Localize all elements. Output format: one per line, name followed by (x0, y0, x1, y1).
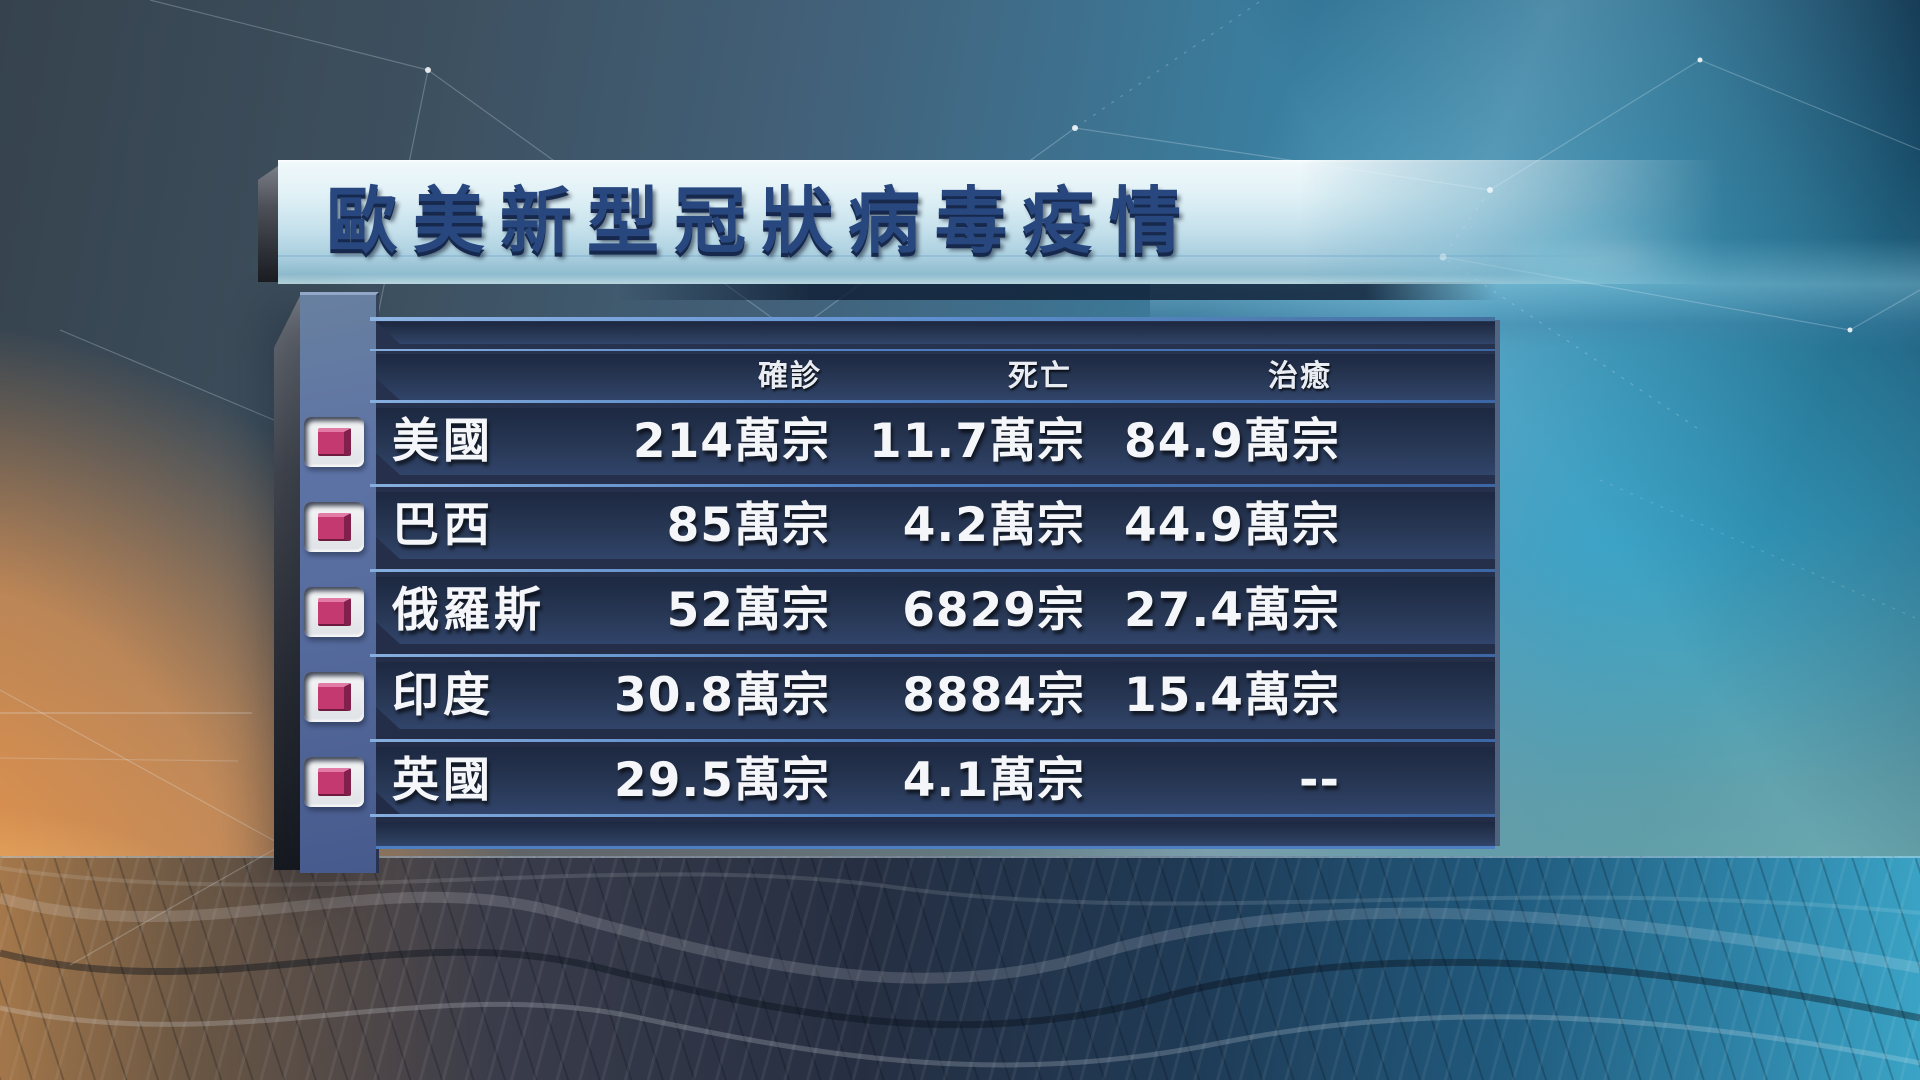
page-title: 歐美新型冠狀病毒疫情 (326, 179, 1197, 263)
cured-value: 84.9萬宗 (1124, 414, 1340, 469)
deaths-value: 6829宗 (902, 583, 1085, 638)
pink-cube-icon (317, 428, 351, 456)
cured-value: 27.4萬宗 (1124, 583, 1340, 638)
column-header-confirmed: 確診 (758, 359, 822, 394)
confirmed-value: 214萬宗 (632, 414, 830, 469)
column-header-deaths: 死亡 (1008, 359, 1072, 394)
banner-drop-shadow (618, 282, 1498, 300)
confirmed-value: 85萬宗 (666, 498, 830, 553)
pink-cube-icon (317, 683, 351, 711)
row-bullet-icon (304, 672, 364, 722)
confirmed-value: 29.5萬宗 (614, 753, 830, 808)
table-bottom-strip (370, 814, 1495, 849)
country-label: 英國 (392, 753, 494, 808)
pink-cube-icon (317, 768, 351, 796)
title-banner: 歐美新型冠狀病毒疫情 (258, 158, 1798, 330)
deaths-value: 8884宗 (902, 668, 1085, 723)
row-bullet-icon (304, 587, 364, 637)
banner-left-bevel (258, 166, 278, 282)
column-header-cured: 治癒 (1268, 359, 1332, 394)
pink-cube-icon (317, 513, 351, 541)
row-bullet-icon (304, 757, 364, 807)
cured-value: -- (1298, 753, 1340, 808)
table-row-uk: 英國 29.5萬宗 4.1萬宗 -- (370, 739, 1495, 814)
table-row-usa: 美國 214萬宗 11.7萬宗 84.9萬宗 (370, 400, 1495, 475)
pink-cube-icon (317, 598, 351, 626)
rail-left-bevel (274, 296, 300, 870)
country-label: 美國 (392, 414, 494, 469)
row-bullet-icon (304, 417, 364, 467)
deaths-value: 4.2萬宗 (902, 498, 1085, 553)
table-top-strip (370, 317, 1495, 344)
country-label: 巴西 (392, 498, 494, 553)
deaths-value: 11.7萬宗 (869, 414, 1085, 469)
table-row-india: 印度 30.8萬宗 8884宗 15.4萬宗 (370, 654, 1495, 729)
cured-value: 15.4萬宗 (1124, 668, 1340, 723)
table-row-brazil: 巴西 85萬宗 4.2萬宗 44.9萬宗 (370, 484, 1495, 559)
confirmed-value: 52萬宗 (666, 583, 830, 638)
deaths-value: 4.1萬宗 (902, 753, 1085, 808)
cured-value: 44.9萬宗 (1124, 498, 1340, 553)
stats-table: 確診 死亡 治癒 美國 214萬宗 11.7萬宗 84.9萬宗 巴西 85萬宗 … (274, 292, 1500, 873)
row-bullet-icon (304, 502, 364, 552)
metallic-wave-band (0, 856, 1920, 1080)
country-label: 俄羅斯 (392, 583, 545, 638)
table-row-russia: 俄羅斯 52萬宗 6829宗 27.4萬宗 (370, 569, 1495, 644)
confirmed-value: 30.8萬宗 (614, 668, 830, 723)
table-header-row: 確診 死亡 治癒 (370, 349, 1495, 400)
banner-face: 歐美新型冠狀病毒疫情 (278, 160, 1798, 330)
country-label: 印度 (392, 668, 494, 723)
